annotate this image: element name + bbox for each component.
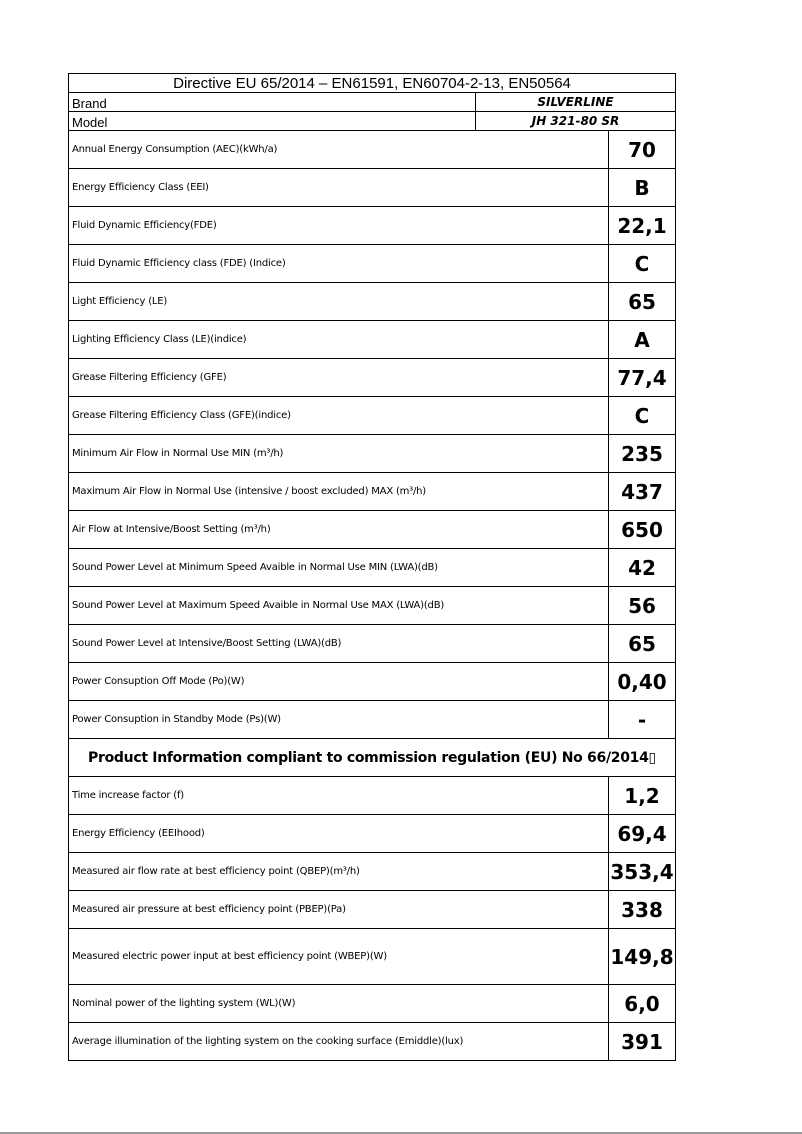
brand-label: Brand: [69, 93, 476, 111]
row-label: Light Efficiency (LE): [69, 283, 609, 320]
row-label: Measured air flow rate at best efficienc…: [69, 853, 609, 890]
section-title: Product Information compliant to commiss…: [69, 739, 675, 777]
row-value: 6,0: [624, 991, 660, 1016]
table-row: Sound Power Level at Maximum Speed Avaib…: [69, 587, 675, 625]
row-value: 65: [628, 289, 656, 314]
row-value: C: [634, 251, 650, 276]
row-value: 70: [628, 137, 656, 162]
table-row: Maximum Air Flow in Normal Use (intensiv…: [69, 473, 675, 511]
row-value: 391: [621, 1029, 663, 1054]
row-label: Grease Filtering Efficiency Class (GFE)(…: [69, 397, 609, 434]
directive-title: Directive EU 65/2014 – EN61591, EN60704-…: [69, 74, 675, 93]
row-label: Fluid Dynamic Efficiency(FDE): [69, 207, 609, 244]
table-row: Power Consuption Off Mode (Po)(W) 0,40: [69, 663, 675, 701]
row-value: 1,2: [624, 783, 660, 808]
row-value: A: [634, 327, 650, 352]
table-row: Measured electric power input at best ef…: [69, 929, 675, 985]
row-value: 22,1: [617, 213, 667, 238]
table-row: Fluid Dynamic Efficiency(FDE) 22,1: [69, 207, 675, 245]
row-label: Lighting Efficiency Class (LE)(indice): [69, 321, 609, 358]
brand-row: Brand SILVERLINE: [69, 93, 675, 112]
row-value: 42: [628, 555, 656, 580]
row-value: 149,8: [610, 944, 674, 969]
table-row: Measured air pressure at best efficiency…: [69, 891, 675, 929]
table-row: Nominal power of the lighting system (WL…: [69, 985, 675, 1023]
table-row: Sound Power Level at Minimum Speed Avaib…: [69, 549, 675, 587]
row-label: Measured electric power input at best ef…: [69, 929, 609, 984]
row-label: Fluid Dynamic Efficiency class (FDE) (In…: [69, 245, 609, 282]
row-label: Energy Efficiency Class (EEI): [69, 169, 609, 206]
table-row: Average illumination of the lighting sys…: [69, 1023, 675, 1061]
product-info-table: Directive EU 65/2014 – EN61591, EN60704-…: [68, 73, 676, 1061]
brand-value: SILVERLINE: [537, 95, 614, 109]
row-label: Sound Power Level at Intensive/Boost Set…: [69, 625, 609, 662]
row-value: 650: [621, 517, 663, 542]
row-label: Energy Efficiency (EEIhood): [69, 815, 609, 852]
table-row: Grease Filtering Efficiency Class (GFE)(…: [69, 397, 675, 435]
model-row: Model JH 321-80 SR: [69, 112, 675, 131]
row-value: 235: [621, 441, 663, 466]
table-row: Measured air flow rate at best efficienc…: [69, 853, 675, 891]
row-label: Sound Power Level at Minimum Speed Avaib…: [69, 549, 609, 586]
table-row: Energy Efficiency (EEIhood) 69,4: [69, 815, 675, 853]
row-label: Grease Filtering Efficiency (GFE): [69, 359, 609, 396]
page-edge: [0, 1132, 802, 1134]
row-value: -: [637, 707, 647, 732]
row-label: Average illumination of the lighting sys…: [69, 1023, 609, 1060]
model-label: Model: [69, 112, 476, 130]
table-row: Lighting Efficiency Class (LE)(indice) A: [69, 321, 675, 359]
row-value: 338: [621, 897, 663, 922]
row-value: 65: [628, 631, 656, 656]
table-row: Annual Energy Consumption (AEC)(kWh/a) 70: [69, 131, 675, 169]
regulation-rows: Time increase factor (f) 1,2 Energy Effici…: [69, 777, 675, 1061]
table-row: Minimum Air Flow in Normal Use MIN (m³/h…: [69, 435, 675, 473]
row-value: 69,4: [617, 821, 667, 846]
table-row: Grease Filtering Efficiency (GFE) 77,4: [69, 359, 675, 397]
row-value: 56: [628, 593, 656, 618]
row-label: Annual Energy Consumption (AEC)(kWh/a): [69, 131, 609, 168]
row-label: Minimum Air Flow in Normal Use MIN (m³/h…: [69, 435, 609, 472]
row-label: Measured air pressure at best efficiency…: [69, 891, 609, 928]
table-row: Power Consuption in Standby Mode (Ps)(W)…: [69, 701, 675, 739]
energy-rows: Annual Energy Consumption (AEC)(kWh/a) 70…: [69, 131, 675, 739]
row-label: Air Flow at Intensive/Boost Setting (m³/…: [69, 511, 609, 548]
table-row: Fluid Dynamic Efficiency class (FDE) (In…: [69, 245, 675, 283]
table-row: Sound Power Level at Intensive/Boost Set…: [69, 625, 675, 663]
row-value: C: [634, 403, 650, 428]
row-label: Nominal power of the lighting system (WL…: [69, 985, 609, 1022]
row-label: Sound Power Level at Maximum Speed Avaib…: [69, 587, 609, 624]
table-row: Light Efficiency (LE) 65: [69, 283, 675, 321]
row-value: 0,40: [617, 669, 667, 694]
row-value: 353,4: [610, 859, 674, 884]
model-value: JH 321-80 SR: [531, 114, 620, 128]
table-row: Energy Efficiency Class (EEI) B: [69, 169, 675, 207]
row-value: 437: [621, 479, 663, 504]
table-row: Air Flow at Intensive/Boost Setting (m³/…: [69, 511, 675, 549]
row-label: Time increase factor (f): [69, 777, 609, 814]
row-label: Maximum Air Flow in Normal Use (intensiv…: [69, 473, 609, 510]
table-row: Time increase factor (f) 1,2: [69, 777, 675, 815]
row-label: Power Consuption in Standby Mode (Ps)(W): [69, 701, 609, 738]
row-value: 77,4: [617, 365, 667, 390]
row-label: Power Consuption Off Mode (Po)(W): [69, 663, 609, 700]
row-value: B: [634, 175, 650, 200]
